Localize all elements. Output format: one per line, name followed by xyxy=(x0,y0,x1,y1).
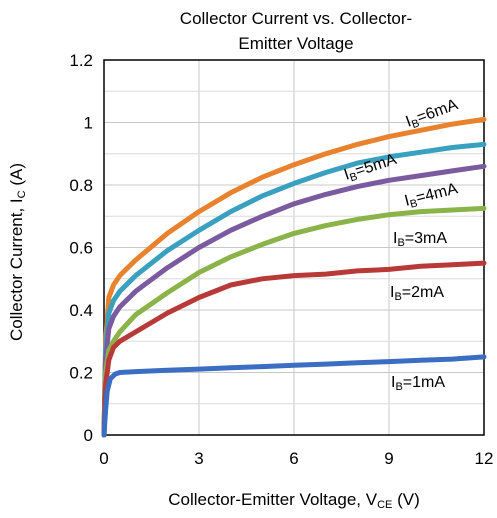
x-axis-label-subscript: CE xyxy=(377,499,392,511)
y-axis-label: Collector Current, IC (A) xyxy=(7,163,28,341)
plot-frame xyxy=(103,59,485,436)
series-label-IB=1mA: IB=1mA xyxy=(391,374,445,393)
x-axis-label-main: Collector-Emitter Voltage, V xyxy=(168,490,377,509)
x-tick-labels: 0 3 6 9 12 xyxy=(99,449,493,468)
chart-title-line-2: Emitter Voltage xyxy=(238,34,353,53)
x-tick-label: 12 xyxy=(475,449,494,468)
series-label-IB=2mA: IB=2mA xyxy=(390,284,444,303)
series-lines xyxy=(101,116,487,438)
y-tick-label: 0.2 xyxy=(69,364,93,383)
chart-title: Collector Current vs. Collector- Emitter… xyxy=(180,9,412,53)
y-axis-label-main: Collector Current, I xyxy=(7,198,26,341)
y-tick-label: 0.8 xyxy=(69,176,93,195)
y-tick-label: 0.6 xyxy=(69,239,93,258)
x-axis-label: Collector-Emitter Voltage, VCE (V) xyxy=(168,490,419,511)
x-tick-label: 9 xyxy=(384,449,393,468)
y-tick-labels: 0 0.2 0.4 0.6 0.8 1 1.2 xyxy=(69,51,93,445)
y-axis-label-unit: (A) xyxy=(7,163,26,190)
series-line-IB=5mA xyxy=(101,141,487,438)
y-tick-label: 1 xyxy=(84,114,93,133)
series-line-IB=6mA xyxy=(101,116,487,438)
chart-title-line-1: Collector Current vs. Collector- xyxy=(180,9,412,28)
series-line-IB=2mA xyxy=(101,260,487,438)
y-tick-label: 1.2 xyxy=(69,51,93,70)
y-axis-label-subscript: C xyxy=(16,190,28,198)
x-tick-label: 0 xyxy=(99,449,108,468)
y-tick-label: 0.4 xyxy=(69,301,93,320)
x-tick-label: 3 xyxy=(194,449,203,468)
x-tick-label: 6 xyxy=(289,449,298,468)
series-line-IB=4mA xyxy=(101,163,487,438)
y-tick-label: 0 xyxy=(84,426,93,445)
series-line-IB=3mA xyxy=(101,205,487,438)
x-axis-label-unit: (V) xyxy=(392,490,419,509)
series-line-IB=1mA xyxy=(101,354,487,438)
series-label-IB=3mA: IB=3mA xyxy=(393,230,447,249)
